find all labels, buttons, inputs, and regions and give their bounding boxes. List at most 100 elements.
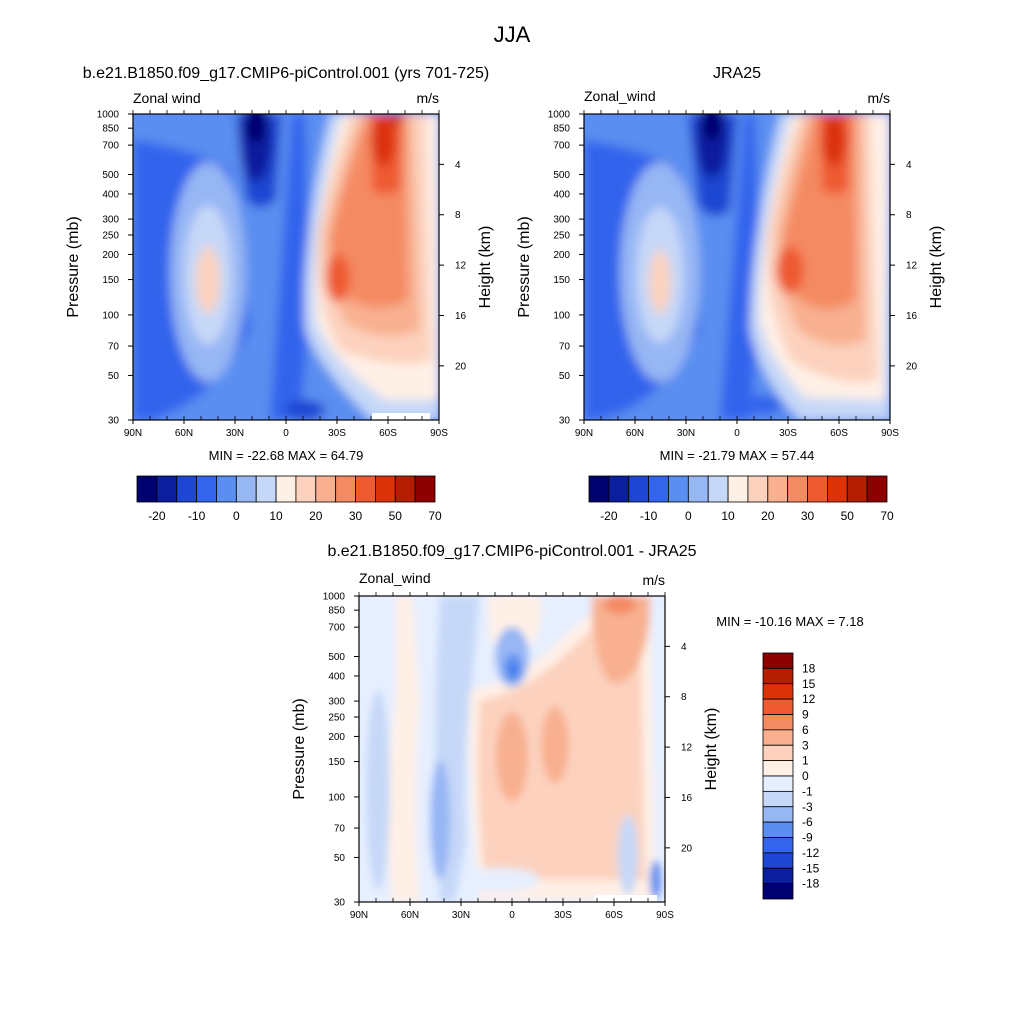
y2-tick-label: 16 [906, 311, 918, 322]
x-tick-label: 90N [124, 428, 142, 439]
panel-model-field [133, 114, 439, 420]
panel-model-ylabel: Pressure (mb) [65, 216, 82, 317]
y-tick-label: 200 [102, 250, 119, 261]
x-tick-label: 60S [605, 910, 623, 921]
panel-diff-axes: 90N 60N 30N 0 30S 60S 90S 30 50 70 100 150 200 250 300… [323, 592, 693, 922]
y-tick-label: 50 [334, 853, 346, 864]
x-tick-label: 90S [430, 428, 448, 439]
panel-obs: JRA25 Zonal_wind m/s [516, 65, 945, 463]
colorbar-label: -1 [802, 784, 813, 798]
colorbar-swatch [787, 475, 808, 503]
panel-model-axes: 90N 60N 30N 0 30S 60S 90S 30 50 70 100 150 200 250 300… [97, 110, 467, 440]
y2-tick-label: 12 [906, 261, 918, 272]
y-tick-label: 100 [553, 310, 570, 321]
colorbar-label: 30 [349, 509, 363, 523]
y-tick-label: 100 [102, 310, 119, 321]
panel-diff-y2label: Height (km) [703, 708, 720, 791]
colorbar-obs: -20 -10 0 10 20 30 50 70 [588, 475, 894, 523]
x-tick-label: 0 [734, 428, 740, 439]
y-tick-label: 150 [328, 757, 345, 768]
y-tick-label: 30 [559, 416, 571, 427]
y-tick-label: 850 [553, 124, 570, 135]
y-tick-label: 70 [559, 342, 571, 353]
x-tick-label: 60N [626, 428, 644, 439]
colorbar-swatch [255, 475, 277, 503]
panel-model-minmax: MIN = -22.68 MAX = 64.79 [209, 448, 364, 463]
colorbar-swatch [374, 475, 396, 503]
y-tick-label: 1000 [323, 592, 346, 603]
y-tick-label: 700 [553, 141, 570, 152]
x-tick-label: 60S [379, 428, 397, 439]
colorbar-swatch [866, 475, 888, 503]
colorbar-swatch [275, 475, 297, 503]
colorbar-swatch [156, 475, 178, 503]
y-tick-label: 400 [328, 671, 345, 682]
y-tick-label: 1000 [97, 110, 120, 121]
colorbar-label: 20 [309, 509, 323, 523]
x-tick-label: 30N [452, 910, 470, 921]
panel-diff-variable: Zonal_wind [359, 570, 431, 586]
panel-model-units: m/s [416, 90, 439, 106]
colorbar-swatch [235, 475, 257, 503]
colorbar-label: 50 [841, 509, 855, 523]
colorbar-swatch [827, 475, 848, 503]
y-tick-label: 300 [328, 697, 345, 708]
y-tick-label: 200 [553, 250, 570, 261]
panel-obs-units: m/s [867, 90, 890, 106]
colorbar-swatch [762, 775, 794, 792]
y-tick-label: 700 [102, 141, 119, 152]
y-tick-label: 200 [328, 732, 345, 743]
colorbar-label: -20 [148, 509, 166, 523]
y-tick-label: 850 [102, 124, 119, 135]
y2-tick-label: 20 [906, 361, 918, 372]
colorbar-swatch [762, 667, 794, 685]
y-tick-label: 400 [553, 189, 570, 200]
colorbar-swatch [762, 837, 794, 854]
panel-diff-field [359, 596, 665, 902]
colorbar-label: -9 [802, 831, 813, 845]
x-tick-label: 60N [401, 910, 419, 921]
y-tick-label: 500 [328, 652, 345, 663]
colorbar-label: -3 [802, 800, 813, 814]
colorbar-label: 3 [802, 738, 809, 752]
colorbar-label: -12 [802, 846, 820, 860]
colorbar-swatch [762, 760, 794, 777]
colorbar-label: 10 [721, 509, 735, 523]
y2-tick-label: 4 [906, 160, 912, 171]
y2-tick-label: 20 [681, 843, 693, 854]
colorbar-swatch [767, 475, 789, 503]
colorbar-label: 70 [880, 509, 894, 523]
colorbar-label: 1 [802, 754, 809, 768]
panel-obs-ylabel: Pressure (mb) [516, 216, 533, 317]
y-tick-label: 300 [553, 215, 570, 226]
y2-tick-label: 12 [455, 261, 467, 272]
colorbar-label: 20 [761, 509, 775, 523]
colorbar-swatch [762, 683, 794, 700]
colorbar-swatch [295, 475, 317, 503]
panel-model-variable: Zonal wind [133, 90, 201, 106]
panel-diff-ylabel: Pressure (mb) [291, 698, 308, 799]
panel-model-y2label: Height (km) [477, 226, 494, 309]
colorbar-swatch [608, 475, 630, 503]
colorbar-label: -6 [802, 815, 813, 829]
colorbar-swatch [394, 475, 416, 503]
colorbar-swatch [628, 475, 650, 503]
colorbar-swatch [414, 475, 436, 503]
x-tick-label: 90S [656, 910, 674, 921]
y-tick-label: 70 [334, 824, 346, 835]
panel-obs-variable: Zonal_wind [584, 88, 656, 104]
colorbar-label: 10 [269, 509, 283, 523]
x-tick-label: 90N [350, 910, 368, 921]
y2-tick-label: 20 [455, 361, 467, 372]
y2-tick-label: 8 [455, 210, 461, 221]
colorbar-swatch [762, 821, 794, 838]
colorbar-swatch [762, 790, 794, 808]
colorbar-swatch [762, 852, 794, 869]
panel-obs-title: JRA25 [713, 65, 761, 82]
y2-tick-label: 16 [455, 311, 467, 322]
colorbar-swatch [762, 729, 794, 746]
y-tick-label: 300 [102, 215, 119, 226]
colorbar-swatch [648, 475, 669, 503]
colorbar-swatch [747, 475, 769, 503]
